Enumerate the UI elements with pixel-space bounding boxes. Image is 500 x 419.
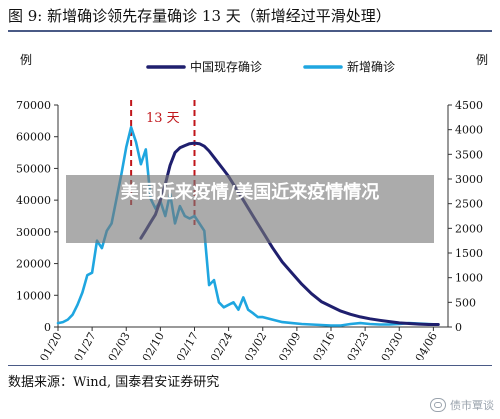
overlay-banner: 美国近来疫情/美国近来疫情情况 (66, 175, 434, 243)
x-tick-label: 02/03 (106, 330, 133, 360)
watermark-text: 债市覃谈 (450, 399, 494, 412)
y-right-tick-label: 3500 (455, 148, 483, 161)
x-tick-label: 03/09 (276, 330, 303, 360)
y-left-tick-label: 10000 (16, 289, 51, 302)
legend-layer: 中国现存确诊 新增确诊 (146, 59, 395, 74)
y-right-tick-label: 0 (455, 321, 462, 334)
chat-bubble-icon (430, 398, 446, 412)
x-tick-label: 03/02 (242, 330, 269, 360)
x-tick-label: 03/30 (379, 330, 406, 360)
y-right-tick-label: 4500 (455, 99, 483, 112)
y-right-tick-label: 1000 (455, 272, 483, 285)
y-left-tick-label: 50000 (16, 162, 51, 175)
x-tick-label: 01/20 (37, 330, 64, 360)
x-tick-label: 04/06 (413, 330, 440, 360)
y-left-tick-label: 20000 (16, 258, 51, 271)
annotation-label: 13 天 (146, 111, 180, 126)
source-note: 数据来源：Wind, 国泰君安证券研究 (8, 375, 220, 390)
title-divider (8, 30, 492, 32)
watermark: 债市覃谈 (430, 395, 494, 415)
legend-label: 中国现存确诊 (190, 59, 262, 74)
y-right-tick-label: 2500 (455, 198, 483, 211)
y-right-tick-label: 2000 (455, 222, 483, 235)
x-tick-label: 03/23 (345, 330, 372, 360)
y-left-tick-label: 70000 (16, 99, 51, 112)
y-left-tick-label: 60000 (16, 131, 51, 144)
x-tick-label: 02/24 (208, 330, 235, 360)
x-tick-label: 01/27 (72, 330, 99, 360)
y-right-tick-label: 1500 (455, 247, 483, 260)
y-left-tick-label: 40000 (16, 194, 51, 207)
y-axis-left-label: 例 (20, 53, 32, 67)
x-tick-label: 02/17 (174, 330, 201, 360)
x-tick-label: 02/10 (140, 330, 167, 360)
y-right-tick-label: 3000 (455, 173, 483, 186)
y-left-tick-label: 0 (44, 321, 51, 334)
overlay-text: 美国近来疫情/美国近来疫情情况 (120, 182, 380, 203)
x-tick-label: 03/16 (310, 330, 337, 360)
y-axis-right-label: 例 (476, 53, 488, 67)
y-right-tick-label: 4000 (455, 124, 483, 137)
figure-title: 图 9: 新增确诊领先存量确诊 13 天（新增经过平滑处理） (8, 7, 391, 25)
line-chart: 例 例 0 10000 20000 30000 40000 50000 60000 70000 0 5… (16, 53, 488, 360)
legend-label: 新增确诊 (347, 59, 395, 74)
y-right-tick-label: 500 (455, 296, 476, 309)
footer-divider (8, 365, 492, 366)
y-left-tick-label: 30000 (16, 226, 51, 239)
